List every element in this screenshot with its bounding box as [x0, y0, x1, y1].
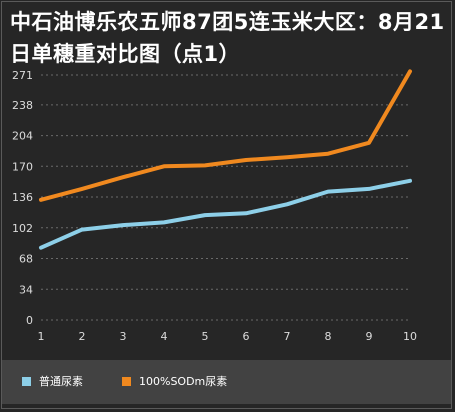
legend-swatch-series-1 [22, 376, 31, 386]
x-tick-label: 5 [202, 330, 209, 343]
x-axis-tick-labels: 1 2 3 4 5 6 7 8 9 10 [38, 330, 418, 343]
legend-label-series-2: 100%SODm尿素 [139, 375, 228, 388]
series-lines [39, 69, 412, 250]
legend-item-series-1: 普通尿素 [22, 373, 83, 389]
x-tick-label: 3 [120, 330, 127, 343]
y-tick-label: 238 [12, 99, 33, 112]
x-tick-label: 10 [403, 330, 417, 343]
legend-label-series-1: 普通尿素 [39, 375, 83, 388]
y-tick-label: 136 [12, 191, 33, 204]
y-tick-label: 271 [12, 69, 33, 82]
y-tick-label: 102 [12, 222, 33, 235]
gridlines [41, 74, 410, 321]
y-tick-label: 170 [12, 160, 33, 173]
chart-title-line-1: 中石油博乐农五师87团5连玉米大区：8月21 [10, 10, 445, 34]
x-tick-label: 2 [79, 330, 86, 343]
y-tick-label: 204 [12, 130, 33, 143]
x-tick-label: 7 [284, 330, 291, 343]
legend-swatch-series-2 [122, 376, 131, 386]
y-axis-tick-labels: 0 34 68 102 136 170 204 238 271 [12, 69, 33, 327]
chart-title: 中石油博乐农五师87团5连玉米大区：8月21 日单穗重对比图（点1） [10, 6, 450, 70]
y-tick-label: 68 [19, 253, 33, 266]
x-tick-label: 6 [243, 330, 250, 343]
x-tick-label: 4 [161, 330, 168, 343]
x-tick-label: 1 [38, 330, 45, 343]
chart-title-line-2: 日单穗重对比图（点1） [10, 42, 241, 66]
series-line-2 [39, 69, 412, 202]
series-line-1 [39, 178, 412, 250]
y-tick-label: 34 [19, 283, 33, 296]
x-tick-label: 8 [325, 330, 332, 343]
legend [2, 360, 451, 404]
x-tick-label: 9 [366, 330, 373, 343]
y-tick-label: 0 [26, 314, 33, 327]
legend-item-series-2: 100%SODm尿素 [122, 373, 227, 389]
